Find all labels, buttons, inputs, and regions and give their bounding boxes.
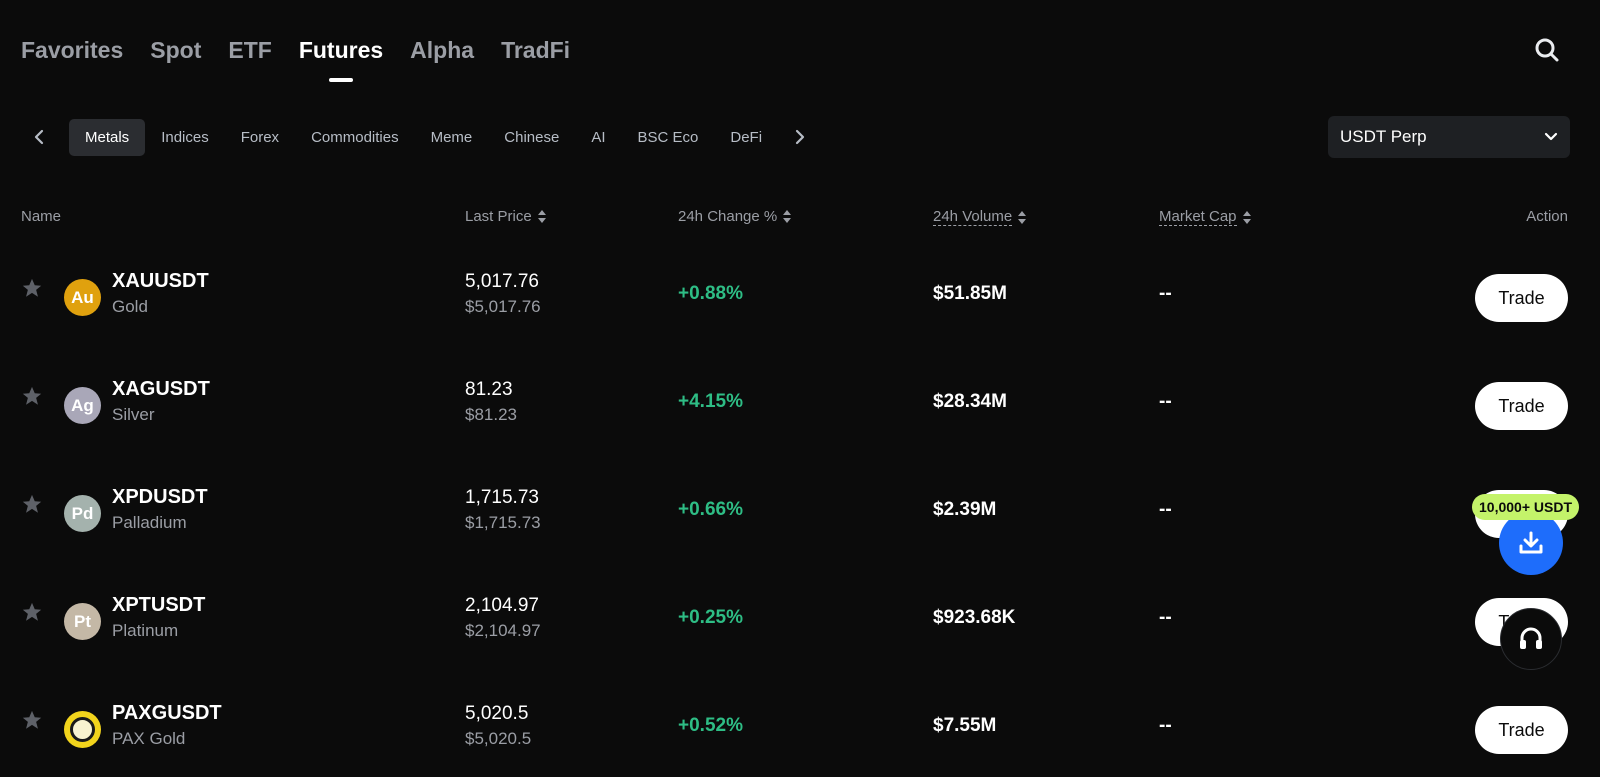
sort-icon — [1018, 210, 1027, 224]
sort-icon — [537, 210, 546, 223]
market-cap: -- — [1159, 607, 1172, 628]
header-market-cap[interactable]: Market Cap — [1159, 208, 1251, 226]
change-percent: +0.52% — [678, 715, 743, 736]
asset-name: PAX Gold — [112, 729, 186, 748]
tab-favorites[interactable]: Favorites — [21, 37, 124, 63]
header-last-price[interactable]: Last Price — [465, 208, 546, 225]
category-commodities[interactable]: Commodities — [311, 128, 399, 146]
coin-symbol: Ag — [71, 395, 94, 415]
table-row[interactable]: Ag XAGUSDT Silver 81.23 $81.23 +4.15% $2… — [0, 352, 1600, 460]
category-indices[interactable]: Indices — [161, 128, 209, 146]
change-percent: +4.15% — [678, 391, 743, 412]
table-header: Name Last Price 24h Change % 24h Volume … — [0, 208, 1600, 228]
market-cap: -- — [1159, 391, 1172, 412]
star-icon[interactable] — [21, 277, 43, 299]
category-defi[interactable]: DeFi — [730, 128, 763, 146]
symbol[interactable]: XPTUSDT — [112, 594, 206, 616]
header-name: Name — [21, 208, 62, 225]
headset-icon — [1520, 627, 1542, 649]
promo-badge: 10,000+ USDT — [1472, 494, 1579, 520]
header-action: Action — [1526, 208, 1568, 225]
last-price-usd: $2,104.97 — [465, 621, 541, 640]
category-meme[interactable]: Meme — [430, 128, 473, 146]
asset-name: Palladium — [112, 513, 187, 532]
star-icon[interactable] — [21, 601, 43, 623]
download-app-button[interactable] — [1499, 511, 1563, 575]
change-percent: +0.25% — [678, 607, 743, 628]
trade-button[interactable]: Trade — [1475, 382, 1568, 430]
last-price: 2,104.97 — [465, 595, 539, 616]
symbol[interactable]: PAXGUSDT — [112, 702, 222, 724]
header-volume[interactable]: 24h Volume — [933, 208, 1027, 226]
paxg-coin-icon — [64, 711, 101, 748]
chevron-left-icon[interactable] — [21, 118, 57, 156]
volume: $923.68K — [933, 607, 1016, 628]
tab-etf[interactable]: ETF — [228, 37, 272, 63]
sort-icon — [783, 210, 792, 223]
category-bar: Metals Indices Forex Commodities Meme Ch… — [21, 118, 818, 156]
volume: $2.39M — [933, 499, 997, 520]
trade-button[interactable]: Trade — [1475, 706, 1568, 754]
volume: $51.85M — [933, 283, 1007, 304]
download-icon — [1519, 531, 1543, 554]
market-cap: -- — [1159, 283, 1172, 304]
category-metals[interactable]: Metals — [69, 118, 146, 156]
last-price-usd: $5,020.5 — [465, 729, 532, 748]
coin-logo: Pd — [64, 495, 101, 532]
coin-symbol: Pt — [74, 611, 91, 631]
sort-icon — [1242, 210, 1251, 224]
contract-type-select[interactable]: USDT Perp — [1328, 116, 1570, 158]
category-list: Metals Indices Forex Commodities Meme Ch… — [69, 118, 778, 156]
tab-alpha[interactable]: Alpha — [410, 37, 475, 63]
category-forex[interactable]: Forex — [240, 128, 280, 146]
change-percent: +0.88% — [678, 283, 743, 304]
contract-type-value: USDT Perp — [1340, 127, 1427, 146]
trade-button[interactable]: Trade — [1475, 274, 1568, 322]
last-price: 5,020.5 — [465, 703, 529, 724]
table-row[interactable]: Pd XPDUSDT Palladium 1,715.73 $1,715.73 … — [0, 460, 1600, 568]
star-icon[interactable] — [21, 493, 43, 515]
volume: $7.55M — [933, 715, 997, 736]
table-row[interactable]: Pt XPTUSDT Platinum 2,104.97 $2,104.97 +… — [0, 568, 1600, 676]
table-row[interactable]: PAXGUSDT PAX Gold 5,020.5 $5,020.5 +0.52… — [0, 676, 1600, 777]
header-change[interactable]: 24h Change % — [678, 208, 792, 225]
chevron-down-icon — [1544, 132, 1558, 141]
symbol[interactable]: XAGUSDT — [112, 378, 210, 400]
market-cap: -- — [1159, 715, 1172, 736]
market-tabs: Favorites Spot ETF Futures Alpha TradFi — [21, 32, 570, 68]
market-cap: -- — [1159, 499, 1172, 520]
last-price: 81.23 — [465, 379, 513, 400]
category-ai[interactable]: AI — [591, 128, 606, 146]
asset-name: Silver — [112, 405, 155, 424]
asset-name: Platinum — [112, 621, 179, 640]
last-price: 1,715.73 — [465, 487, 539, 508]
table-row[interactable]: Au XAUUSDT Gold 5,017.76 $5,017.76 +0.88… — [0, 244, 1600, 352]
coin-logo: Ag — [64, 387, 101, 424]
symbol[interactable]: XPDUSDT — [112, 486, 208, 508]
star-icon[interactable] — [21, 709, 43, 731]
tab-tradfi[interactable]: TradFi — [501, 37, 571, 63]
coin-symbol: Au — [71, 287, 94, 307]
star-icon[interactable] — [21, 385, 43, 407]
coin-logo: Au — [64, 279, 101, 316]
coin-symbol: Pd — [71, 503, 94, 523]
coin-logo: Pt — [64, 603, 101, 640]
chevron-right-icon[interactable] — [782, 118, 818, 156]
last-price: 5,017.76 — [465, 271, 539, 292]
search-icon[interactable] — [1534, 37, 1560, 63]
asset-name: Gold — [112, 297, 148, 316]
category-chinese[interactable]: Chinese — [504, 128, 560, 146]
tab-futures[interactable]: Futures — [299, 32, 383, 68]
volume: $28.34M — [933, 391, 1007, 412]
coin-logo — [64, 711, 101, 748]
last-price-usd: $5,017.76 — [465, 297, 541, 316]
category-bsc-eco[interactable]: BSC Eco — [637, 128, 699, 146]
symbol[interactable]: XAUUSDT — [112, 270, 209, 292]
tab-spot[interactable]: Spot — [150, 37, 202, 63]
change-percent: +0.66% — [678, 499, 743, 520]
customer-support-button[interactable] — [1500, 608, 1562, 670]
last-price-usd: $81.23 — [465, 405, 517, 424]
last-price-usd: $1,715.73 — [465, 513, 541, 532]
